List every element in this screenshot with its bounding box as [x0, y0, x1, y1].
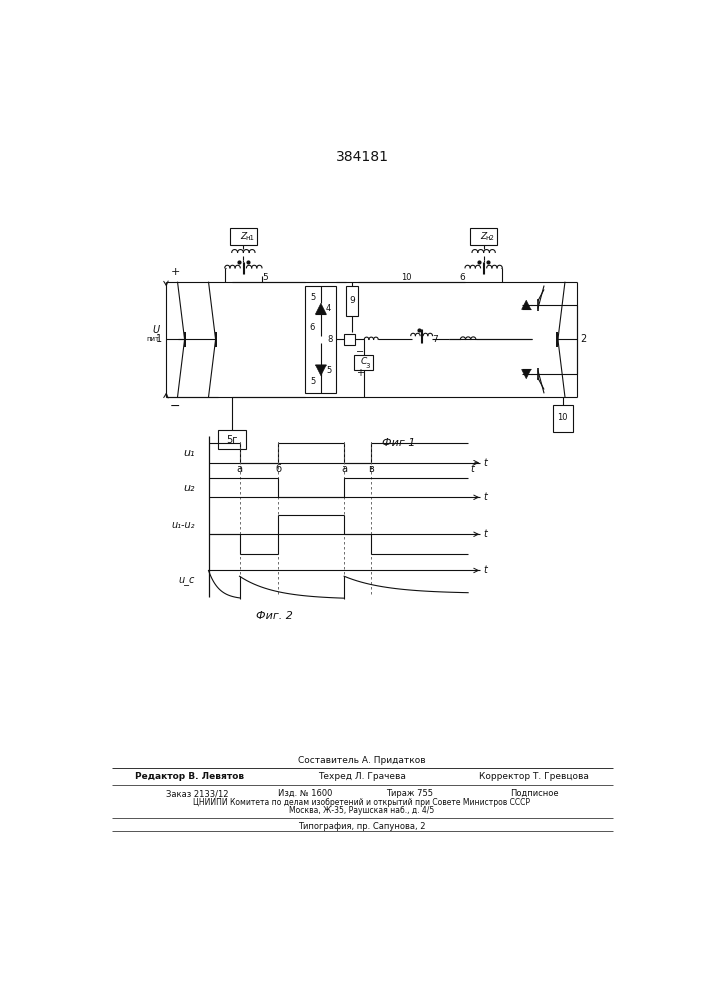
Text: 5г: 5г [226, 435, 238, 445]
Bar [470, 228, 497, 245]
Polygon shape [315, 303, 327, 314]
Text: 10: 10 [557, 413, 568, 422]
Text: Фиг 1: Фиг 1 [382, 438, 415, 448]
Text: 5: 5 [310, 293, 316, 302]
Text: t: t [484, 492, 487, 502]
Text: 5: 5 [326, 366, 332, 375]
Text: t: t [484, 529, 487, 539]
Text: 10: 10 [401, 273, 411, 282]
Text: н2: н2 [486, 235, 494, 241]
Text: u₂: u₂ [183, 483, 194, 493]
Text: б: б [275, 464, 281, 474]
Bar [554, 405, 573, 432]
Text: 3: 3 [365, 363, 370, 369]
Text: −: − [356, 347, 363, 357]
Text: 1: 1 [156, 334, 162, 344]
Text: н1: н1 [245, 235, 254, 241]
Bar [305, 286, 337, 393]
Bar [354, 355, 373, 370]
Text: t: t [470, 464, 474, 474]
Text: 4: 4 [326, 304, 332, 313]
Text: C: C [361, 357, 367, 366]
Text: u_c: u_c [178, 575, 194, 585]
Text: 5: 5 [310, 377, 316, 386]
Text: u₁-u₂: u₁-u₂ [171, 520, 194, 530]
Text: Корректор Т. Гревцова: Корректор Т. Гревцова [479, 772, 589, 781]
Text: Z: Z [481, 232, 486, 241]
Text: Составитель А. Придатков: Составитель А. Придатков [298, 756, 426, 765]
Text: U: U [153, 325, 160, 335]
Text: 8: 8 [327, 335, 333, 344]
Bar [230, 228, 257, 245]
Text: 7: 7 [433, 335, 438, 344]
Text: ЦНИИПИ Комитета по делам изобретений и открытий при Совете Министров СССР: ЦНИИПИ Комитета по делам изобретений и о… [194, 798, 530, 807]
Text: а: а [237, 464, 243, 474]
Text: в: в [368, 464, 374, 474]
Polygon shape [522, 369, 531, 379]
Text: u₁: u₁ [183, 448, 194, 458]
Text: Тираж 755: Тираж 755 [387, 789, 433, 798]
Text: t: t [484, 458, 487, 468]
Text: 2: 2 [580, 334, 587, 344]
Text: Типография, пр. Сапунова, 2: Типография, пр. Сапунова, 2 [298, 822, 426, 831]
Bar [218, 430, 246, 449]
Text: 6: 6 [309, 323, 315, 332]
Text: Заказ 2133/12: Заказ 2133/12 [166, 789, 228, 798]
Bar [344, 334, 355, 345]
Text: +: + [170, 267, 180, 277]
Text: t: t [484, 565, 487, 575]
Text: 384181: 384181 [335, 150, 388, 164]
Text: пит: пит [146, 336, 160, 342]
Text: 6: 6 [459, 273, 464, 282]
Text: 9: 9 [349, 296, 355, 305]
Text: −: − [170, 400, 180, 413]
Text: 5: 5 [262, 273, 268, 282]
Text: а: а [341, 464, 347, 474]
Text: +: + [356, 368, 363, 378]
Text: Техред Л. Грачева: Техред Л. Грачева [318, 772, 406, 781]
Text: Изд. № 1600: Изд. № 1600 [278, 789, 332, 798]
Text: Z: Z [240, 232, 247, 241]
Text: Подписное: Подписное [510, 789, 559, 798]
Text: Фиг. 2: Фиг. 2 [256, 611, 293, 621]
Text: Редактор В. Левятов: Редактор В. Левятов [134, 772, 244, 781]
Bar [346, 286, 358, 316]
Text: Москва, Ж-35, Раушская наб., д. 4/5: Москва, Ж-35, Раушская наб., д. 4/5 [289, 806, 435, 815]
Polygon shape [315, 365, 327, 376]
Polygon shape [522, 300, 531, 309]
